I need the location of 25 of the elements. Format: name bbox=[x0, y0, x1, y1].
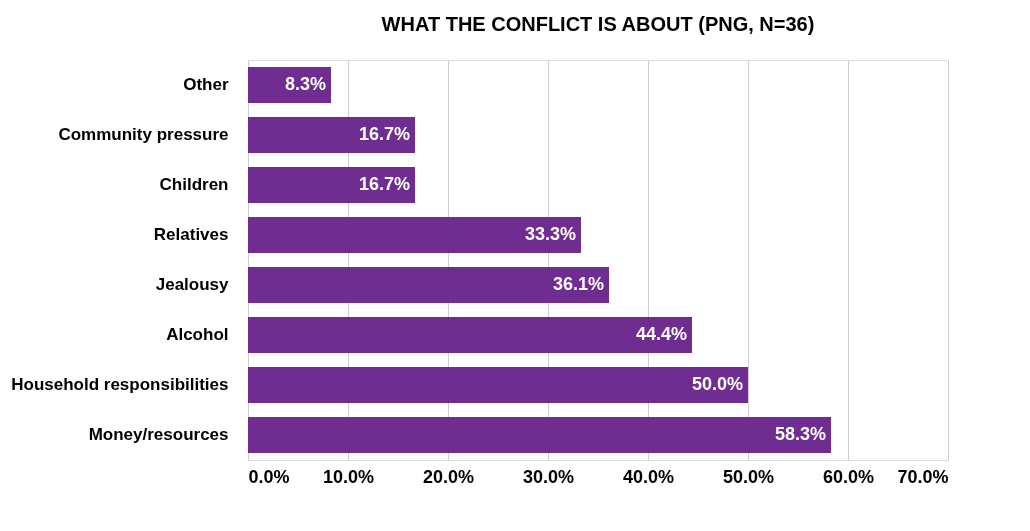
data-label: 44.4% bbox=[635, 324, 687, 344]
y-tick-label: Alcohol bbox=[166, 325, 229, 344]
x-tick-label: 10.0% bbox=[322, 466, 375, 487]
x-tick-label: 40.0% bbox=[622, 466, 675, 487]
chart-title: WHAT THE CONFLICT IS ABOUT (PNG, N=36) bbox=[381, 13, 815, 35]
x-tick-label: 0.0% bbox=[248, 466, 290, 487]
x-tick-label: 60.0% bbox=[822, 466, 875, 487]
data-label: 33.3% bbox=[524, 224, 576, 244]
x-tick-label: 20.0% bbox=[422, 466, 475, 487]
y-tick-label: Relatives bbox=[153, 225, 229, 244]
x-tick-label: 70.0% bbox=[897, 466, 949, 487]
y-tick-label: Household responsibilities bbox=[11, 375, 229, 394]
data-label: 16.7% bbox=[358, 124, 410, 144]
y-tick-label: Money/resources bbox=[88, 425, 229, 444]
x-tick-label: 30.0% bbox=[522, 466, 575, 487]
x-tick-label: 50.0% bbox=[722, 466, 775, 487]
data-label: 58.3% bbox=[774, 424, 826, 444]
y-tick-label: Jealousy bbox=[155, 275, 230, 294]
y-tick-label: Other bbox=[183, 75, 229, 94]
y-tick-label: Community pressure bbox=[58, 125, 229, 144]
data-label: 50.0% bbox=[691, 374, 743, 394]
data-label: 16.7% bbox=[358, 174, 410, 194]
data-label: 8.3% bbox=[284, 74, 326, 94]
y-tick-label: Children bbox=[159, 175, 229, 194]
data-label: 36.1% bbox=[552, 274, 604, 294]
